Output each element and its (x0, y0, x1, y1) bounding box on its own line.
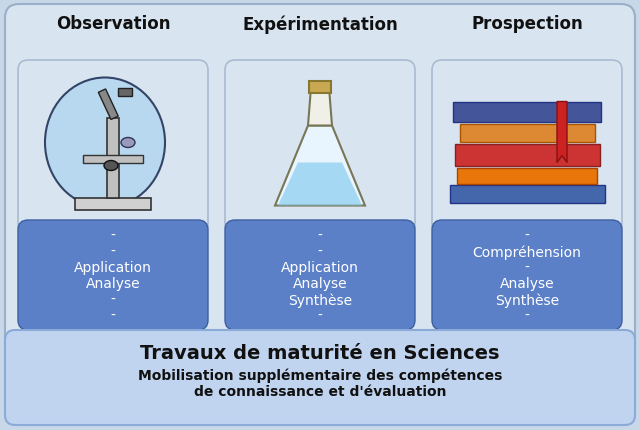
FancyBboxPatch shape (225, 61, 415, 236)
Text: Observation: Observation (56, 15, 170, 33)
Bar (450, 185, 605, 203)
Text: Mobilisation supplémentaire des compétences: Mobilisation supplémentaire des compéten… (138, 368, 502, 383)
Bar (118, 88, 132, 96)
Text: -: - (111, 244, 115, 258)
Text: -: - (525, 308, 529, 322)
Ellipse shape (121, 138, 135, 148)
Text: -: - (111, 308, 115, 322)
Text: -: - (525, 261, 529, 274)
Bar (107, 118, 119, 198)
Polygon shape (557, 102, 567, 163)
Text: -: - (111, 228, 115, 243)
FancyBboxPatch shape (432, 61, 622, 236)
Polygon shape (275, 126, 365, 206)
Text: -: - (317, 244, 323, 258)
Bar (460, 124, 595, 142)
Text: Expérimentation: Expérimentation (242, 15, 398, 34)
Text: -: - (525, 228, 529, 243)
Text: de connaissance et d'évaluation: de connaissance et d'évaluation (194, 384, 446, 398)
Text: Analyse: Analyse (292, 276, 348, 290)
Bar (309, 81, 331, 93)
FancyBboxPatch shape (5, 330, 635, 425)
Text: Application: Application (281, 261, 359, 274)
Bar (99, 90, 118, 120)
FancyBboxPatch shape (5, 5, 635, 425)
Bar (75, 198, 151, 210)
FancyBboxPatch shape (18, 221, 208, 330)
Ellipse shape (45, 78, 165, 208)
Polygon shape (278, 163, 362, 206)
Polygon shape (308, 88, 332, 126)
Bar (83, 155, 143, 163)
Text: Analyse: Analyse (86, 276, 140, 290)
Text: Compréhension: Compréhension (472, 244, 581, 259)
Text: -: - (317, 308, 323, 322)
Text: Synthèse: Synthèse (495, 292, 559, 307)
Bar (457, 168, 597, 184)
Bar (453, 102, 601, 122)
FancyBboxPatch shape (432, 221, 622, 330)
FancyBboxPatch shape (225, 221, 415, 330)
Text: Synthèse: Synthèse (288, 292, 352, 307)
Text: Analyse: Analyse (500, 276, 554, 290)
Text: Application: Application (74, 261, 152, 274)
Text: -: - (317, 228, 323, 243)
Text: -: - (111, 292, 115, 306)
Text: Prospection: Prospection (471, 15, 583, 33)
Ellipse shape (104, 161, 118, 171)
Bar (455, 144, 600, 166)
FancyBboxPatch shape (18, 61, 208, 236)
Text: Travaux de maturité en Sciences: Travaux de maturité en Sciences (140, 343, 500, 362)
